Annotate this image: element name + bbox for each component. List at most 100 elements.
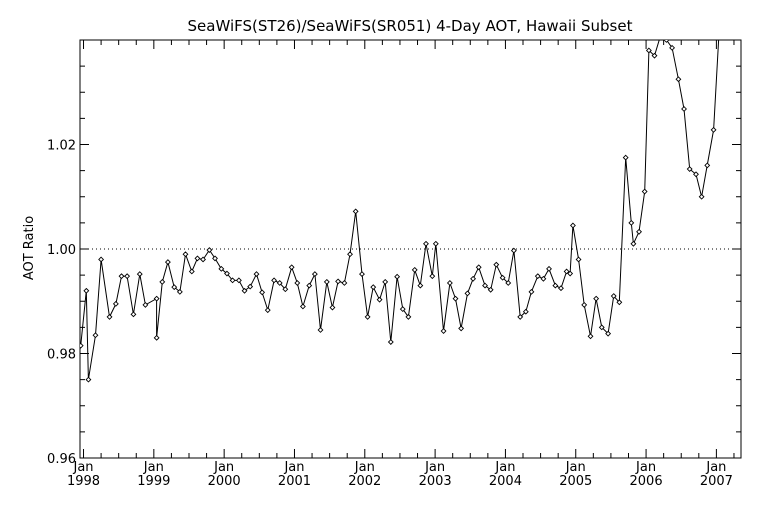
data-point <box>651 52 658 59</box>
data-point <box>323 278 330 285</box>
data-point <box>452 295 459 302</box>
data-point <box>628 219 635 226</box>
x-tick-year: 2005 <box>559 474 592 489</box>
data-point <box>499 274 506 281</box>
data-point <box>622 154 629 161</box>
data-point <box>194 255 201 262</box>
data-point <box>311 271 318 278</box>
plot-area: 0.960.981.001.02Jan1998Jan1999Jan2000Jan… <box>47 27 742 489</box>
data-point <box>669 44 676 51</box>
series-line <box>80 40 720 380</box>
data-point <box>387 339 394 345</box>
data-point <box>271 277 278 284</box>
data-point <box>630 240 637 247</box>
data-point <box>693 171 699 178</box>
y-tick-label: 0.98 <box>47 348 76 363</box>
x-tick-month: Jan <box>494 460 515 475</box>
data-point <box>645 47 652 54</box>
x-tick-year: 1998 <box>67 474 100 489</box>
data-point <box>80 342 84 349</box>
data-point <box>593 295 600 302</box>
data-point <box>130 311 137 318</box>
data-point <box>317 327 324 333</box>
data-point <box>563 268 570 275</box>
y-tick-label: 1.02 <box>47 139 76 154</box>
data-point <box>299 303 306 310</box>
chart-title: SeaWiFS(ST26)/SeaWiFS(SR051) 4-Day AOT, … <box>188 17 633 35</box>
data-point <box>176 288 183 295</box>
x-tick-month: Jan <box>635 460 656 475</box>
data-point <box>264 307 271 314</box>
data-point <box>399 306 406 313</box>
data-point <box>153 295 160 302</box>
data-point <box>641 188 648 195</box>
data-point <box>182 251 189 258</box>
data-point <box>704 162 711 169</box>
data-point <box>567 270 574 277</box>
data-point <box>282 286 289 293</box>
data-point <box>235 277 242 284</box>
data-point <box>206 247 213 253</box>
data-point <box>247 283 254 290</box>
y-axis-label: AOT Ratio <box>22 216 37 280</box>
x-tick-year: 2002 <box>348 474 381 489</box>
data-point <box>675 76 682 83</box>
data-point <box>717 27 722 32</box>
data-point <box>440 328 447 334</box>
y-tick-label: 0.96 <box>47 452 76 467</box>
data-point <box>540 275 547 282</box>
data-point <box>370 284 377 291</box>
data-point <box>364 313 371 320</box>
data-point <box>376 296 383 303</box>
data-point <box>335 278 342 285</box>
data-point <box>510 247 517 254</box>
data-point <box>229 277 236 284</box>
data-point <box>581 301 588 308</box>
x-tick-year: 2000 <box>208 474 241 489</box>
data-point <box>253 271 260 278</box>
x-tick-month: Jan <box>213 460 234 475</box>
data-point <box>517 313 524 320</box>
y-tick-label: 1.00 <box>47 243 76 258</box>
data-point <box>164 259 171 265</box>
data-point <box>522 308 529 315</box>
data-point <box>306 282 313 289</box>
data-point <box>432 240 439 247</box>
data-point <box>259 289 266 296</box>
x-tick-year: 2004 <box>489 474 522 489</box>
data-point <box>493 261 500 268</box>
x-tick-year: 2001 <box>278 474 311 489</box>
data-point <box>710 126 717 133</box>
data-point <box>505 280 512 286</box>
data-point <box>610 293 617 299</box>
data-point <box>546 265 552 272</box>
data-point <box>106 313 113 320</box>
plot-frame <box>79 39 742 459</box>
data-point <box>98 256 105 263</box>
data-point <box>528 288 535 295</box>
data-point <box>112 300 119 307</box>
data-point <box>92 332 99 339</box>
data-point <box>352 208 359 215</box>
data-point <box>329 304 336 311</box>
data-point <box>341 280 348 286</box>
x-tick-month: Jan <box>424 460 445 475</box>
data-point <box>558 285 564 292</box>
data-point <box>394 273 401 280</box>
data-point <box>218 265 225 272</box>
data-point <box>570 222 576 229</box>
data-point <box>411 266 418 273</box>
data-point <box>200 256 206 263</box>
data-point <box>605 330 612 337</box>
data-point <box>475 264 482 271</box>
data-point <box>663 40 670 43</box>
data-point <box>347 251 353 258</box>
data-point <box>429 273 436 280</box>
x-tick-month: Jan <box>705 460 726 475</box>
data-point <box>616 299 623 306</box>
data-point <box>159 278 166 285</box>
data-point <box>681 106 687 112</box>
x-tick-year: 2006 <box>630 474 663 489</box>
data-point <box>686 166 693 172</box>
x-tick-month: Jan <box>354 460 375 475</box>
